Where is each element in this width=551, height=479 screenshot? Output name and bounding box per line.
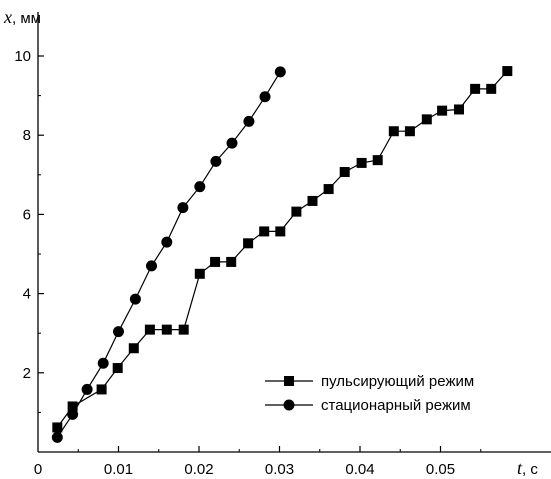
data-point-square [323, 184, 334, 195]
data-point-square [67, 401, 78, 412]
data-point-square [404, 126, 415, 137]
data-point-square [226, 256, 237, 267]
data-point-square [275, 226, 286, 237]
axes [37, 12, 551, 453]
data-point-circle [194, 181, 206, 193]
y-tick-label: 8 [23, 127, 31, 144]
series-square [52, 66, 513, 433]
series-circle [51, 66, 286, 443]
data-point-square [96, 384, 107, 395]
data-point-square [243, 238, 254, 249]
series-line [56, 71, 281, 438]
data-point-circle [243, 115, 255, 127]
data-point-square [112, 363, 123, 374]
legend: пульсирующий режим стационарный режим [265, 373, 474, 414]
data-point-square [144, 324, 155, 335]
data-point-square [178, 324, 189, 335]
legend-label: пульсирующий режим [321, 373, 474, 390]
data-point-circle [146, 260, 158, 272]
data-point-circle [67, 408, 79, 420]
y-axis-unit: , мм [12, 10, 41, 27]
data-point-circle [226, 137, 238, 149]
data-point-square [486, 83, 497, 94]
y-tick-label: 10 [14, 48, 31, 65]
data-point-square [470, 83, 481, 94]
x-tick-label: 0.05 [426, 461, 455, 478]
data-point-circle [274, 66, 286, 78]
y-tick-label: 6 [23, 206, 31, 223]
x-tick-label: 0.03 [265, 461, 294, 478]
data-point-circle [113, 326, 124, 338]
data-point-circle [283, 399, 295, 411]
data-point-square [307, 195, 318, 206]
x-axis-unit: , с [522, 461, 538, 478]
y-axis-label: x, мм [3, 7, 41, 27]
data-point-square [52, 422, 63, 433]
data-point-circle [129, 293, 141, 305]
data-point-circle [81, 383, 93, 395]
x-tick-label: 0.02 [184, 461, 213, 478]
data-point-square [454, 104, 465, 115]
data-point-square [356, 157, 367, 168]
data-point-square [128, 343, 139, 354]
series-line [56, 70, 508, 428]
data-point-circle [259, 91, 271, 103]
x-tick-label: 0.04 [345, 461, 374, 478]
data-point-circle [97, 357, 109, 369]
data-point-square [421, 114, 432, 125]
data-point-square [388, 126, 399, 137]
data-point-square [437, 105, 448, 116]
y-tick-label: 4 [23, 286, 31, 303]
data-point-square [259, 226, 270, 237]
x-axis-label: t, с [517, 458, 538, 478]
data-point-circle [177, 202, 189, 214]
tick-group: 0 0.01 0.02 0.03 0.04 0.05 2 4 6 8 10 [14, 48, 482, 478]
x-tick-label: 0 [34, 461, 42, 478]
data-point-square [339, 167, 350, 178]
y-tick-label: 2 [23, 365, 31, 382]
x-tick-label: 0.01 [104, 461, 133, 478]
data-point-square [502, 66, 513, 77]
data-point-square [291, 206, 302, 217]
y-axis-symbol: x [3, 7, 12, 27]
legend-item: пульсирующий режим [265, 373, 474, 390]
x-axis-symbol: t [517, 458, 523, 478]
data-point-circle [51, 431, 63, 443]
data-point-circle [210, 155, 222, 167]
data-point-square [161, 324, 172, 335]
data-point-square [194, 268, 205, 279]
data-point-circle [161, 236, 173, 248]
data-point-square [210, 256, 221, 267]
legend-label: стационарный режим [321, 397, 471, 414]
data-point-square [284, 376, 294, 386]
legend-item: стационарный режим [265, 397, 471, 414]
series-group [51, 66, 513, 443]
data-point-square [372, 155, 383, 166]
